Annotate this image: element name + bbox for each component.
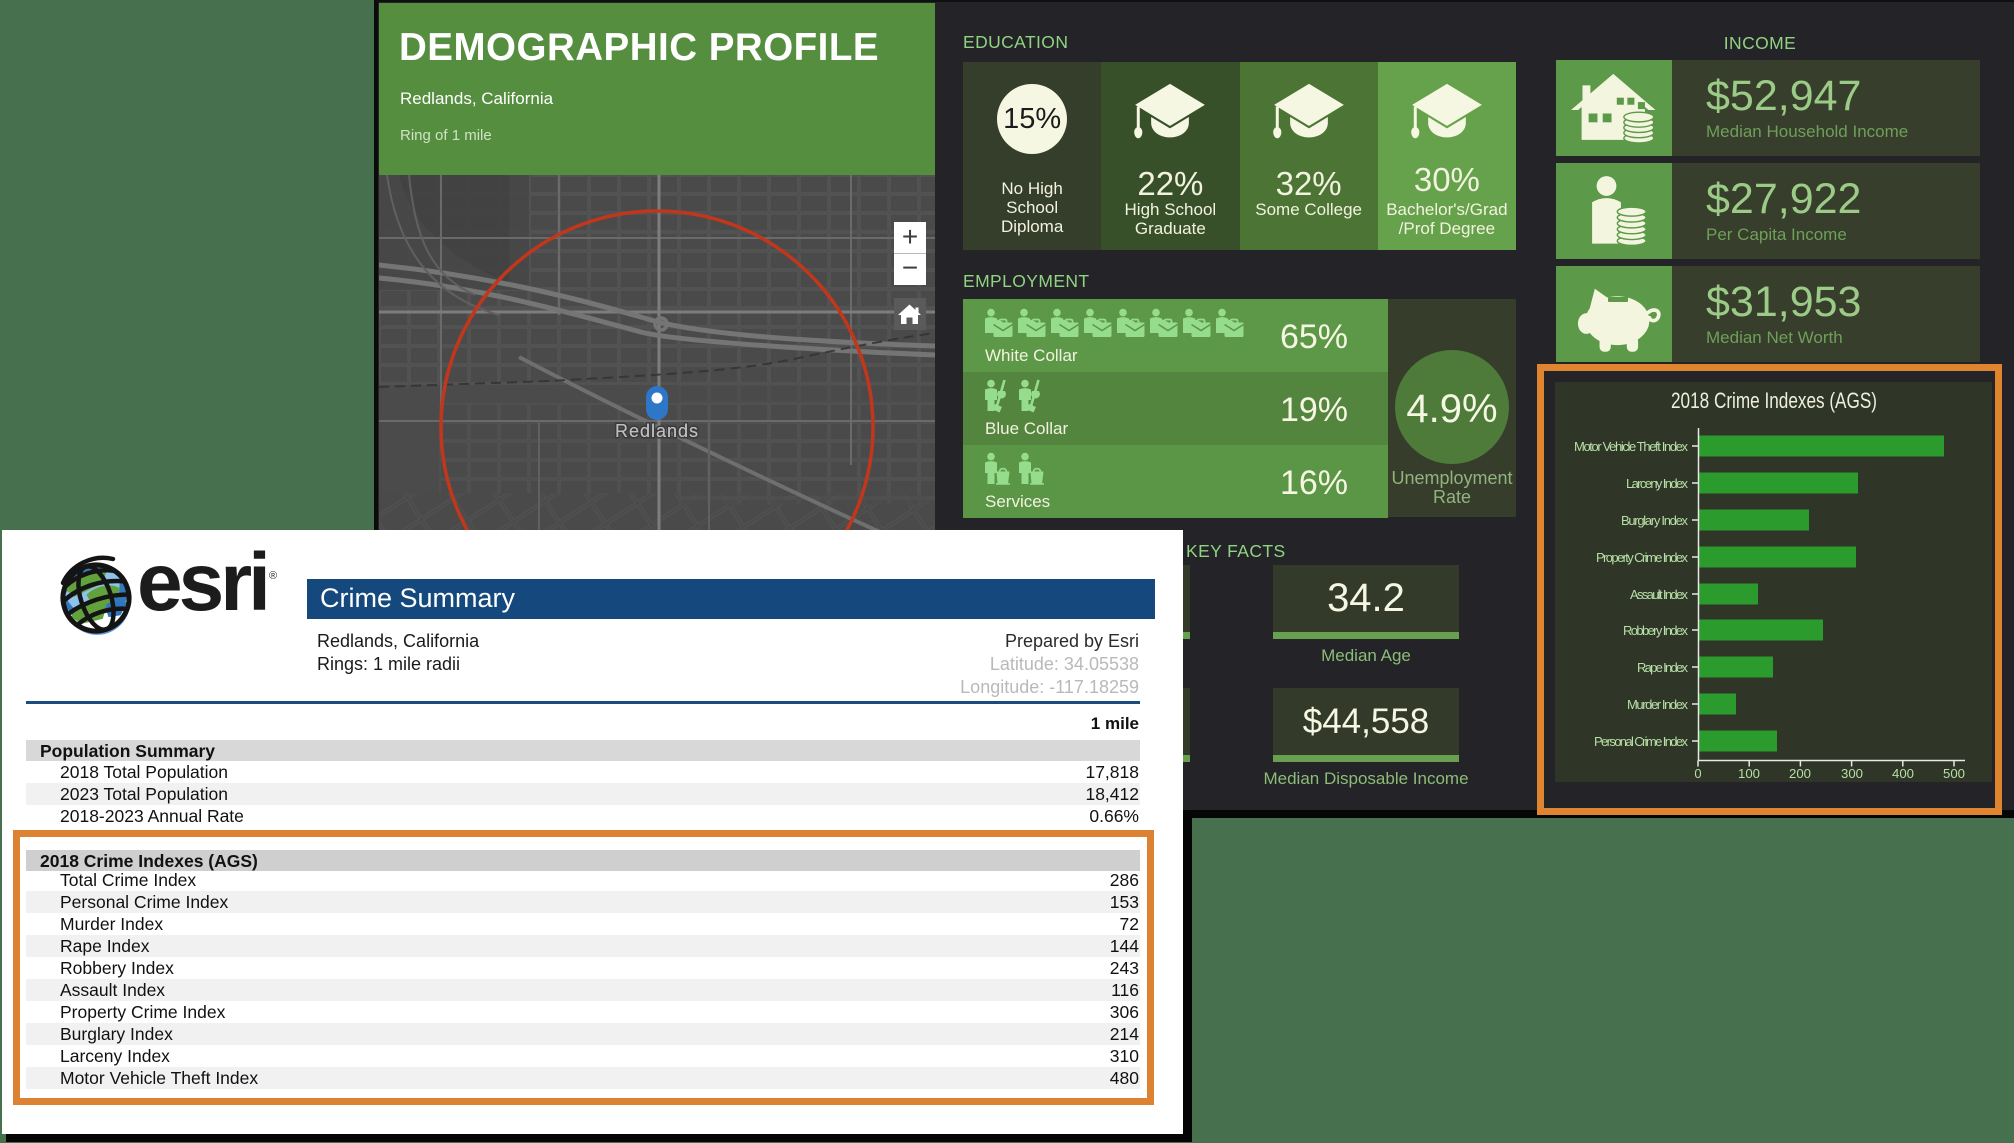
svg-text:Redlands: Redlands [615, 421, 699, 441]
svg-text:2018 Crime Indexes (AGS): 2018 Crime Indexes (AGS) [1671, 388, 1877, 413]
svg-text:200: 200 [1789, 766, 1811, 781]
svg-text:500: 500 [1943, 766, 1965, 781]
svg-text:Robbery Index: Robbery Index [1623, 623, 1689, 638]
svg-text:100: 100 [1738, 766, 1760, 781]
svg-text:Personal Crime Index: Personal Crime Index [1594, 734, 1689, 749]
svg-text:Assault Index: Assault Index [1630, 587, 1689, 602]
svg-text:400: 400 [1892, 766, 1914, 781]
svg-text:Motor Vehicle Theft Index: Motor Vehicle Theft Index [1574, 439, 1689, 454]
svg-text:Murder Index: Murder Index [1627, 697, 1689, 712]
svg-text:300: 300 [1841, 766, 1863, 781]
svg-text:Property Crime Index: Property Crime Index [1596, 550, 1689, 565]
svg-text:Rape Index: Rape Index [1637, 660, 1689, 675]
svg-text:Burglary Index: Burglary Index [1621, 513, 1689, 528]
svg-text:0: 0 [1694, 766, 1701, 781]
svg-text:Redlands: Redlands [615, 421, 699, 441]
svg-text:Larceny Index: Larceny Index [1626, 476, 1689, 491]
